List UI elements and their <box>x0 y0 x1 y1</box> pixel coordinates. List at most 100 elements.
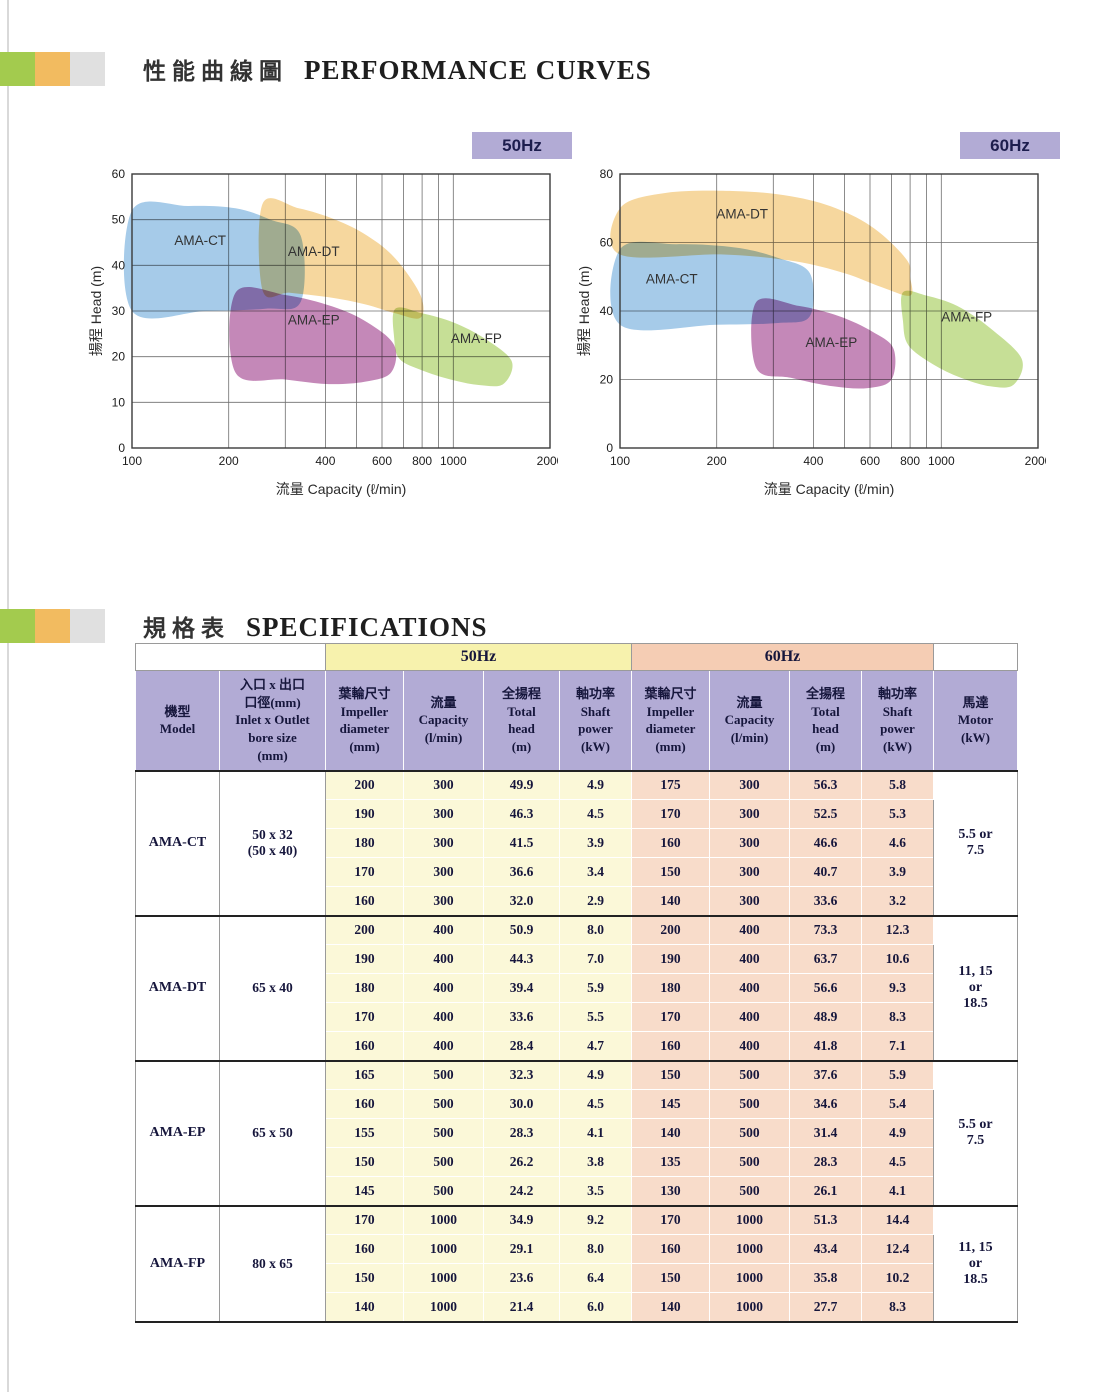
region-label-ama-fp: AMA-FP <box>451 331 502 346</box>
spec-row: 190 400 44.3 7.0 190 400 63.7 10.6 <box>136 944 1018 974</box>
value-cell-60hz: 400 <box>709 1002 790 1032</box>
value-cell-60hz: 500 <box>709 1176 790 1206</box>
y-tick-label: 40 <box>112 258 126 272</box>
value-cell-50hz: 400 <box>403 914 484 945</box>
value-cell-50hz: 170 <box>325 1204 404 1235</box>
value-cell-50hz: 300 <box>403 769 484 800</box>
motor-cell: 11, 15 or 18.5 <box>933 1204 1018 1322</box>
specs-title-en: SPECIFICATIONS <box>246 612 488 642</box>
value-cell-50hz: 500 <box>403 1059 484 1090</box>
value-cell-50hz: 24.2 <box>483 1176 560 1206</box>
value-cell-50hz: 500 <box>403 1089 484 1119</box>
value-cell-50hz: 36.6 <box>483 857 560 887</box>
value-cell-50hz: 200 <box>325 914 404 945</box>
region-ama-dt <box>610 190 913 296</box>
x-axis-label: 流量 Capacity (ℓ/min) <box>276 481 407 497</box>
value-cell-60hz: 180 <box>631 973 710 1003</box>
value-cell-60hz: 400 <box>709 1031 790 1061</box>
decor-square-orange <box>35 609 70 643</box>
value-cell-50hz: 180 <box>325 828 404 858</box>
performance-chart-60hz: AMA-DT AMA-CT AMA-EP AMA-FP 100 200 400 600 800 1… <box>576 164 1052 509</box>
x-tick-label: 200 <box>707 454 727 468</box>
value-cell-50hz: 32.3 <box>483 1059 560 1090</box>
value-cell-60hz: 300 <box>709 886 790 916</box>
value-cell-50hz: 32.0 <box>483 886 560 916</box>
curves-title-en: PERFORMANCE CURVES <box>304 55 652 85</box>
value-cell-60hz: 3.2 <box>861 886 934 916</box>
value-cell-50hz: 2.9 <box>559 886 632 916</box>
value-cell-50hz: 4.7 <box>559 1031 632 1061</box>
region-label-ama-ct: AMA-CT <box>174 233 226 248</box>
spec-row: 140 1000 21.4 6.0 140 1000 27.7 8.3 <box>136 1292 1018 1322</box>
value-cell-50hz: 400 <box>403 973 484 1003</box>
value-cell-60hz: 12.3 <box>861 914 934 945</box>
value-cell-60hz: 46.6 <box>789 828 862 858</box>
spec-row: 160 1000 29.1 8.0 160 1000 43.4 12.4 <box>136 1234 1018 1264</box>
y-tick-label: 50 <box>112 213 126 227</box>
value-cell-60hz: 51.3 <box>789 1204 862 1235</box>
value-cell-60hz: 43.4 <box>789 1234 862 1264</box>
value-cell-50hz: 140 <box>325 1292 404 1322</box>
value-cell-60hz: 37.6 <box>789 1059 862 1090</box>
col-header-impeller-50hz: 葉輪尺寸 Impeller diameter (mm) <box>325 670 404 772</box>
value-cell-50hz: 3.9 <box>559 828 632 858</box>
value-cell-50hz: 23.6 <box>483 1263 560 1293</box>
value-cell-60hz: 10.6 <box>861 944 934 974</box>
value-cell-60hz: 5.4 <box>861 1089 934 1119</box>
value-cell-50hz: 29.1 <box>483 1234 560 1264</box>
value-cell-60hz: 34.6 <box>789 1089 862 1119</box>
model-cell-ama-fp: AMA-FP <box>135 1204 220 1322</box>
value-cell-50hz: 150 <box>325 1263 404 1293</box>
value-cell-60hz: 160 <box>631 828 710 858</box>
value-cell-60hz: 4.6 <box>861 828 934 858</box>
value-cell-60hz: 300 <box>709 828 790 858</box>
spec-row: 155 500 28.3 4.1 140 500 31.4 4.9 <box>136 1118 1018 1148</box>
value-cell-60hz: 500 <box>709 1059 790 1090</box>
value-cell-60hz: 160 <box>631 1234 710 1264</box>
col-header-model: 機型 Model <box>135 670 220 772</box>
charts-row: 50Hz AMA-CT AMA-DT AMA-EP AMA-FP 100 200 400 60… <box>88 132 1099 509</box>
value-cell-60hz: 300 <box>709 769 790 800</box>
value-cell-50hz: 6.4 <box>559 1263 632 1293</box>
value-cell-50hz: 34.9 <box>483 1204 560 1235</box>
region-ama-dt <box>258 198 424 319</box>
col-header-head-50hz: 全揚程 Total head (m) <box>483 670 560 772</box>
value-cell-60hz: 4.9 <box>861 1118 934 1148</box>
decor-square-green <box>0 52 35 86</box>
region-ama-fp <box>392 307 513 387</box>
value-cell-50hz: 3.4 <box>559 857 632 887</box>
value-cell-60hz: 56.6 <box>789 973 862 1003</box>
value-cell-50hz: 300 <box>403 799 484 829</box>
value-cell-60hz: 27.7 <box>789 1292 862 1322</box>
value-cell-50hz: 8.0 <box>559 914 632 945</box>
value-cell-50hz: 160 <box>325 1089 404 1119</box>
spec-row: AMA-FP 80 x 65 170 1000 34.9 9.2 170 1000 51.3 14… <box>135 1204 1018 1322</box>
y-tick-label: 40 <box>600 304 614 318</box>
spec-row: 145 500 24.2 3.5 130 500 26.1 4.1 <box>136 1176 1018 1206</box>
x-tick-label: 1000 <box>928 454 955 468</box>
value-cell-50hz: 170 <box>325 857 404 887</box>
value-cell-60hz: 170 <box>631 799 710 829</box>
value-cell-60hz: 500 <box>709 1147 790 1177</box>
value-cell-50hz: 28.4 <box>483 1031 560 1061</box>
value-cell-50hz: 300 <box>403 857 484 887</box>
bore-cell: 80 x 65 <box>219 1204 326 1322</box>
decor-square-green <box>0 609 35 643</box>
model-cell-ama-ep: AMA-EP <box>135 1059 220 1206</box>
value-cell-50hz: 7.0 <box>559 944 632 974</box>
decor-square-gray <box>70 609 105 643</box>
value-cell-60hz: 9.3 <box>861 973 934 1003</box>
spec-row: 170 400 33.6 5.5 170 400 48.9 8.3 <box>136 1002 1018 1032</box>
left-margin-rule <box>7 0 9 1392</box>
value-cell-60hz: 1000 <box>709 1234 790 1264</box>
value-cell-60hz: 5.9 <box>861 1059 934 1090</box>
value-cell-60hz: 140 <box>631 1118 710 1148</box>
y-tick-label: 80 <box>600 167 614 181</box>
x-tick-label: 600 <box>860 454 880 468</box>
y-tick-label: 30 <box>112 304 126 318</box>
value-cell-50hz: 3.5 <box>559 1176 632 1206</box>
y-axis-label: 揚程 Head (m) <box>88 266 104 356</box>
value-cell-50hz: 5.5 <box>559 1002 632 1032</box>
value-cell-50hz: 28.3 <box>483 1118 560 1148</box>
